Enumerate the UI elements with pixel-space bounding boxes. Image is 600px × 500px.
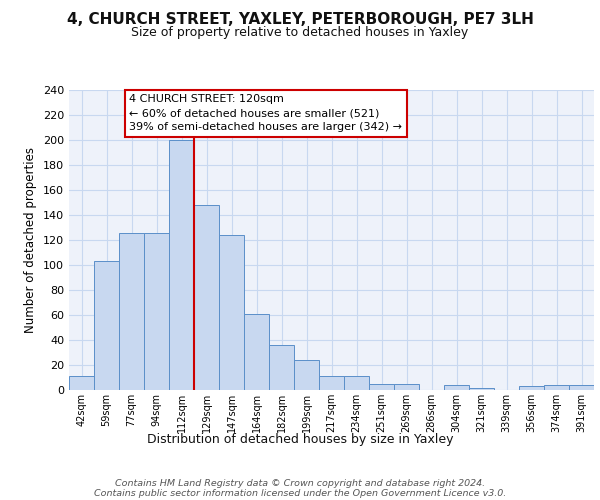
Text: Contains public sector information licensed under the Open Government Licence v3: Contains public sector information licen… xyxy=(94,488,506,498)
Bar xyxy=(469,388,494,390)
Bar xyxy=(369,384,394,390)
Bar xyxy=(219,235,244,390)
Bar xyxy=(269,345,294,390)
Bar xyxy=(394,384,419,390)
Text: Size of property relative to detached houses in Yaxley: Size of property relative to detached ho… xyxy=(131,26,469,39)
Text: 4 CHURCH STREET: 120sqm
← 60% of detached houses are smaller (521)
39% of semi-d: 4 CHURCH STREET: 120sqm ← 60% of detache… xyxy=(130,94,403,132)
Bar xyxy=(169,140,194,390)
Text: Contains HM Land Registry data © Crown copyright and database right 2024.: Contains HM Land Registry data © Crown c… xyxy=(115,478,485,488)
Bar xyxy=(519,386,544,390)
Bar xyxy=(569,385,594,390)
Y-axis label: Number of detached properties: Number of detached properties xyxy=(25,147,37,333)
Bar xyxy=(94,261,119,390)
Bar xyxy=(144,232,169,390)
Text: 4, CHURCH STREET, YAXLEY, PETERBOROUGH, PE7 3LH: 4, CHURCH STREET, YAXLEY, PETERBOROUGH, … xyxy=(67,12,533,28)
Bar xyxy=(69,376,94,390)
Bar xyxy=(119,232,144,390)
Bar xyxy=(444,385,469,390)
Bar xyxy=(319,376,344,390)
Bar xyxy=(294,360,319,390)
Bar xyxy=(244,314,269,390)
Text: Distribution of detached houses by size in Yaxley: Distribution of detached houses by size … xyxy=(147,432,453,446)
Bar xyxy=(544,385,569,390)
Bar xyxy=(194,205,219,390)
Bar xyxy=(344,376,369,390)
